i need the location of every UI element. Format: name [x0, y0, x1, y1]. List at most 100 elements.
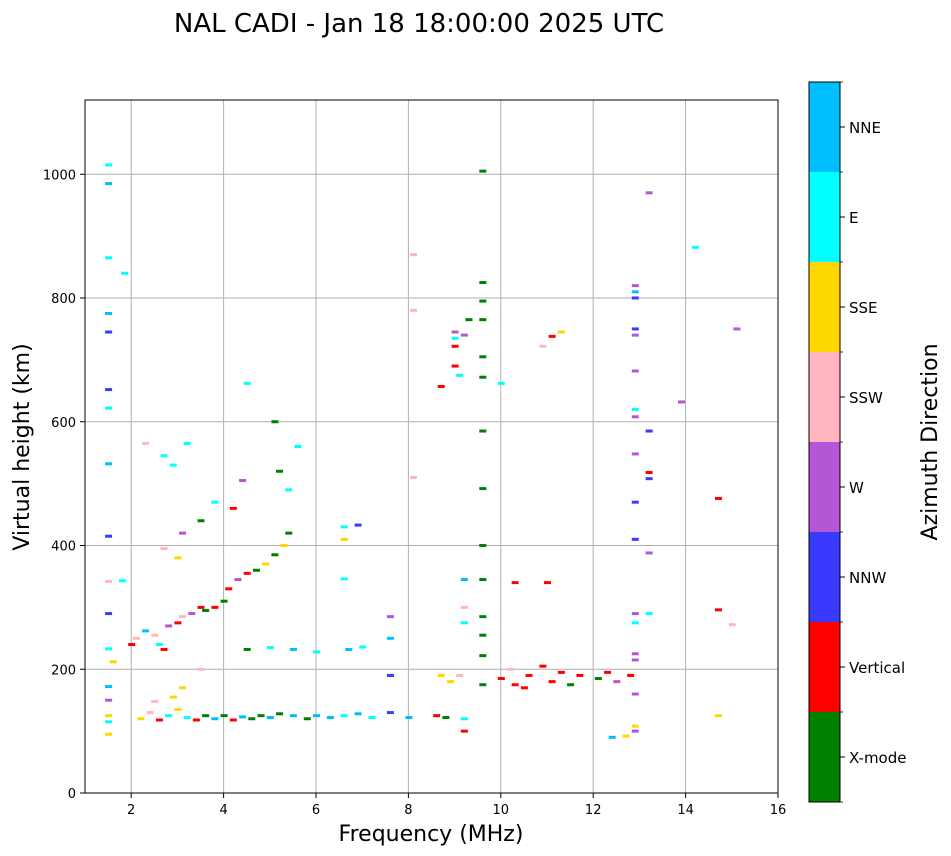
data-point: [645, 191, 653, 195]
data-point: [155, 718, 163, 722]
data-point: [557, 670, 565, 674]
data-point: [340, 537, 348, 541]
data-point: [714, 714, 722, 718]
data-point: [460, 605, 468, 609]
y-tick-label: 200: [51, 663, 76, 678]
x-tick-label: 4: [219, 803, 227, 818]
y-tick-label: 600: [51, 416, 76, 431]
data-point: [128, 643, 136, 646]
data-point: [151, 633, 159, 637]
colorbar-swatch: [809, 442, 840, 532]
data-point: [220, 599, 228, 603]
data-point: [313, 714, 320, 718]
colorbar-swatch: [809, 532, 840, 622]
data-point: [733, 327, 741, 331]
data-point: [631, 327, 639, 331]
data-point: [479, 615, 487, 619]
data-point: [631, 692, 639, 696]
data-point: [266, 716, 274, 720]
y-tick-label: 0: [68, 787, 76, 802]
data-point: [548, 334, 556, 338]
data-point: [160, 647, 168, 651]
data-point: [460, 717, 468, 721]
data-point: [142, 441, 150, 445]
data-point: [174, 556, 182, 560]
data-point: [105, 534, 113, 538]
data-point: [262, 562, 270, 566]
colorbar-swatch: [809, 622, 840, 712]
data-point: [631, 729, 639, 733]
data-point: [525, 673, 533, 677]
y-tick-label: 400: [51, 540, 76, 555]
data-point: [197, 667, 205, 671]
data-point: [511, 581, 519, 585]
x-tick-label: 10: [493, 803, 510, 818]
data-point: [345, 647, 353, 651]
data-point: [386, 636, 394, 640]
data-point: [105, 462, 113, 466]
data-point: [446, 680, 454, 684]
data-point: [289, 647, 297, 651]
data-point: [479, 281, 487, 285]
data-point: [197, 519, 205, 523]
colorbar-label: SSW: [849, 389, 883, 407]
x-tick-label: 8: [404, 803, 412, 818]
x-axis-ticks: 2 4 6 8 10 12 14 16: [127, 793, 786, 818]
data-point: [410, 253, 418, 257]
colorbar-swatch: [809, 352, 840, 442]
data-point: [368, 716, 376, 720]
data-point: [544, 581, 551, 585]
data-point: [174, 707, 182, 711]
grid-lines: [85, 100, 779, 794]
x-tick-label: 12: [585, 803, 602, 818]
colorbar-title: Azimuth Direction: [918, 343, 943, 540]
data-point: [239, 715, 247, 719]
chart-title: NAL CADI - Jan 18 18:00:00 2025 UTC: [174, 9, 664, 39]
y-tick-label: 1000: [43, 168, 76, 183]
data-point: [340, 577, 348, 581]
data-point: [105, 714, 113, 718]
data-point: [386, 673, 394, 677]
data-point: [539, 664, 547, 668]
data-point: [433, 714, 441, 718]
x-tick-label: 14: [677, 803, 694, 818]
data-point: [105, 685, 113, 689]
data-point: [645, 551, 653, 555]
data-point: [608, 735, 616, 739]
data-point: [248, 717, 256, 721]
data-point: [631, 621, 639, 625]
data-point: [192, 718, 200, 722]
colorbar-label: SSE: [849, 299, 878, 317]
data-point: [257, 714, 265, 718]
data-point: [410, 308, 418, 312]
data-point: [631, 652, 639, 656]
data-point: [276, 712, 284, 716]
data-point: [479, 429, 487, 433]
data-point: [497, 677, 505, 681]
colorbar-swatch: [809, 712, 840, 802]
data-point: [105, 163, 113, 167]
data-point: [303, 717, 311, 721]
data-point: [520, 686, 528, 690]
x-tick-label: 6: [312, 803, 320, 818]
data-point: [160, 454, 168, 458]
data-point: [160, 547, 168, 551]
data-points: [105, 163, 741, 739]
data-point: [105, 182, 113, 186]
data-point: [479, 318, 487, 322]
data-point: [211, 605, 219, 609]
data-point: [451, 330, 459, 334]
data-point: [211, 717, 219, 721]
data-point: [548, 680, 556, 684]
data-point: [202, 608, 210, 612]
data-point: [557, 330, 565, 334]
y-tick-label: 800: [51, 292, 76, 307]
data-point: [677, 400, 685, 404]
data-point: [313, 650, 320, 654]
data-point: [497, 381, 505, 385]
data-point: [386, 711, 394, 715]
data-point: [211, 500, 219, 504]
data-point: [631, 612, 639, 616]
data-point: [479, 683, 487, 687]
data-point: [132, 636, 140, 640]
